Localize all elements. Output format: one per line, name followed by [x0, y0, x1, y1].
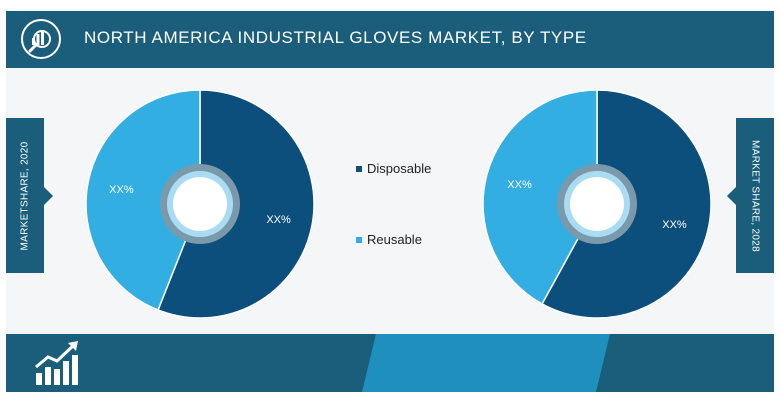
side-tab-pointer [727, 187, 736, 205]
slice-data-label: XX% [266, 214, 291, 226]
donut-chart-2028: XX% XX% [482, 89, 712, 319]
side-tab-pointer [44, 187, 53, 205]
header-banner: NORTH AMERICA INDUSTRIAL GLOVES MARKET, … [6, 11, 774, 68]
page-title: NORTH AMERICA INDUSTRIAL GLOVES MARKET, … [84, 28, 587, 47]
magnifier-icon [21, 19, 61, 59]
side-label-2020: MARKETSHARE, 2020 [19, 140, 31, 251]
side-label-2028: MARKET SHARE, 2028 [749, 139, 761, 252]
donut-hole [570, 177, 624, 231]
growth-chart-icon [35, 341, 78, 385]
legend-item-disposable: Disposable [356, 161, 431, 176]
side-tab-2028: MARKET SHARE, 2028 [727, 118, 774, 273]
legend-label: Reusable [367, 232, 422, 247]
footer-banner [6, 334, 774, 392]
pie-slice-reusable [482, 89, 598, 305]
legend-label: Disposable [367, 161, 432, 176]
pie-slice-reusable [85, 89, 201, 311]
donut-chart-2020: XX% XX% [85, 89, 315, 319]
legend-swatch [356, 236, 362, 243]
legend-item-reusable: Reusable [356, 232, 422, 247]
footer-accent-band [362, 334, 610, 392]
side-tab-2020: MARKETSHARE, 2020 [6, 118, 53, 273]
donut-hole [173, 177, 227, 231]
infographic-frame: NORTH AMERICA INDUSTRIAL GLOVES MARKET, … [6, 11, 774, 392]
slice-data-label: XX% [507, 179, 532, 191]
legend-swatch [356, 165, 362, 172]
slice-data-label: XX% [662, 219, 687, 231]
slice-data-label: XX% [109, 184, 134, 196]
